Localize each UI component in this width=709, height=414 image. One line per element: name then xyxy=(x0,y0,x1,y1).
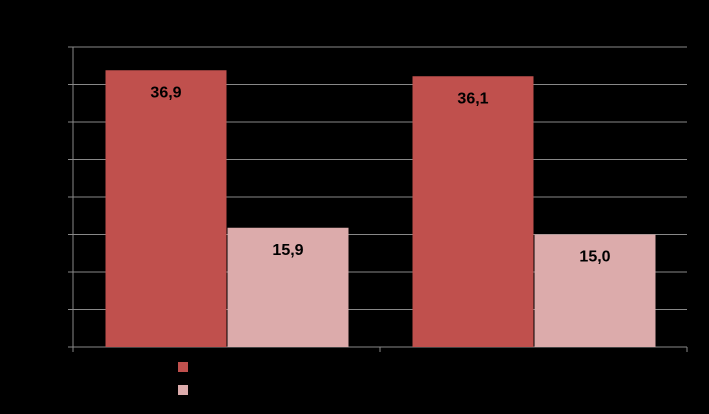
data-label: 15,0 xyxy=(579,249,610,266)
data-label: 36,1 xyxy=(457,90,488,107)
legend-swatch xyxy=(178,385,188,395)
bar xyxy=(534,234,656,347)
bar xyxy=(227,227,349,347)
data-label: 15,9 xyxy=(272,242,303,259)
legend-swatch xyxy=(178,362,188,372)
bar xyxy=(412,76,534,347)
data-label: 36,9 xyxy=(150,84,181,101)
bar xyxy=(105,70,227,347)
